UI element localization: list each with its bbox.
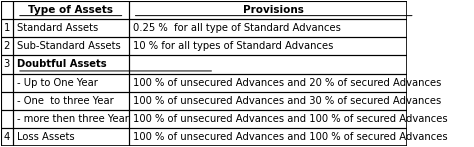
- Text: 100 % of unsecured Advances and 100 % of secured Advances: 100 % of unsecured Advances and 100 % of…: [133, 114, 447, 124]
- Bar: [128, 37, 419, 55]
- Bar: [0, 1, 13, 19]
- Text: 10 % for all types of Standard Advances: 10 % for all types of Standard Advances: [133, 41, 333, 51]
- Text: 100 % of unsecured Advances and 100 % of secured Advances: 100 % of unsecured Advances and 100 % of…: [133, 132, 447, 142]
- Text: Type of Assets: Type of Assets: [28, 5, 113, 15]
- Bar: [128, 55, 419, 74]
- Text: Sub-Standard Assets: Sub-Standard Assets: [17, 41, 121, 51]
- Text: 100 % of unsecured Advances and 30 % of secured Advances: 100 % of unsecured Advances and 30 % of …: [133, 96, 441, 106]
- Bar: [0, 74, 13, 92]
- Bar: [0, 55, 13, 74]
- Bar: [128, 74, 419, 92]
- Bar: [13, 19, 128, 37]
- Bar: [13, 110, 128, 128]
- Text: 2: 2: [4, 41, 10, 51]
- Text: Loss Assets: Loss Assets: [17, 132, 74, 142]
- Text: 1: 1: [4, 23, 10, 33]
- Text: - One  to three Year: - One to three Year: [17, 96, 114, 106]
- Bar: [13, 55, 128, 74]
- Text: - Up to One Year: - Up to One Year: [17, 78, 98, 88]
- Bar: [0, 37, 13, 55]
- Bar: [13, 37, 128, 55]
- Bar: [0, 19, 13, 37]
- Text: 0.25 %  for all type of Standard Advances: 0.25 % for all type of Standard Advances: [133, 23, 340, 33]
- Bar: [13, 1, 128, 19]
- Bar: [128, 19, 419, 37]
- Bar: [128, 110, 419, 128]
- Bar: [0, 110, 13, 128]
- Text: - more then three Year: - more then three Year: [17, 114, 129, 124]
- Bar: [128, 92, 419, 110]
- Bar: [0, 128, 13, 146]
- Text: 3: 3: [4, 59, 10, 69]
- Bar: [13, 74, 128, 92]
- Bar: [13, 92, 128, 110]
- Bar: [128, 1, 419, 19]
- Text: 4: 4: [4, 132, 10, 142]
- Text: Provisions: Provisions: [243, 5, 304, 15]
- Text: 100 % of unsecured Advances and 20 % of secured Advances: 100 % of unsecured Advances and 20 % of …: [133, 78, 441, 88]
- Bar: [0, 92, 13, 110]
- Text: Standard Assets: Standard Assets: [17, 23, 98, 33]
- Text: Doubtful Assets: Doubtful Assets: [17, 59, 107, 69]
- Bar: [13, 128, 128, 146]
- Bar: [128, 128, 419, 146]
